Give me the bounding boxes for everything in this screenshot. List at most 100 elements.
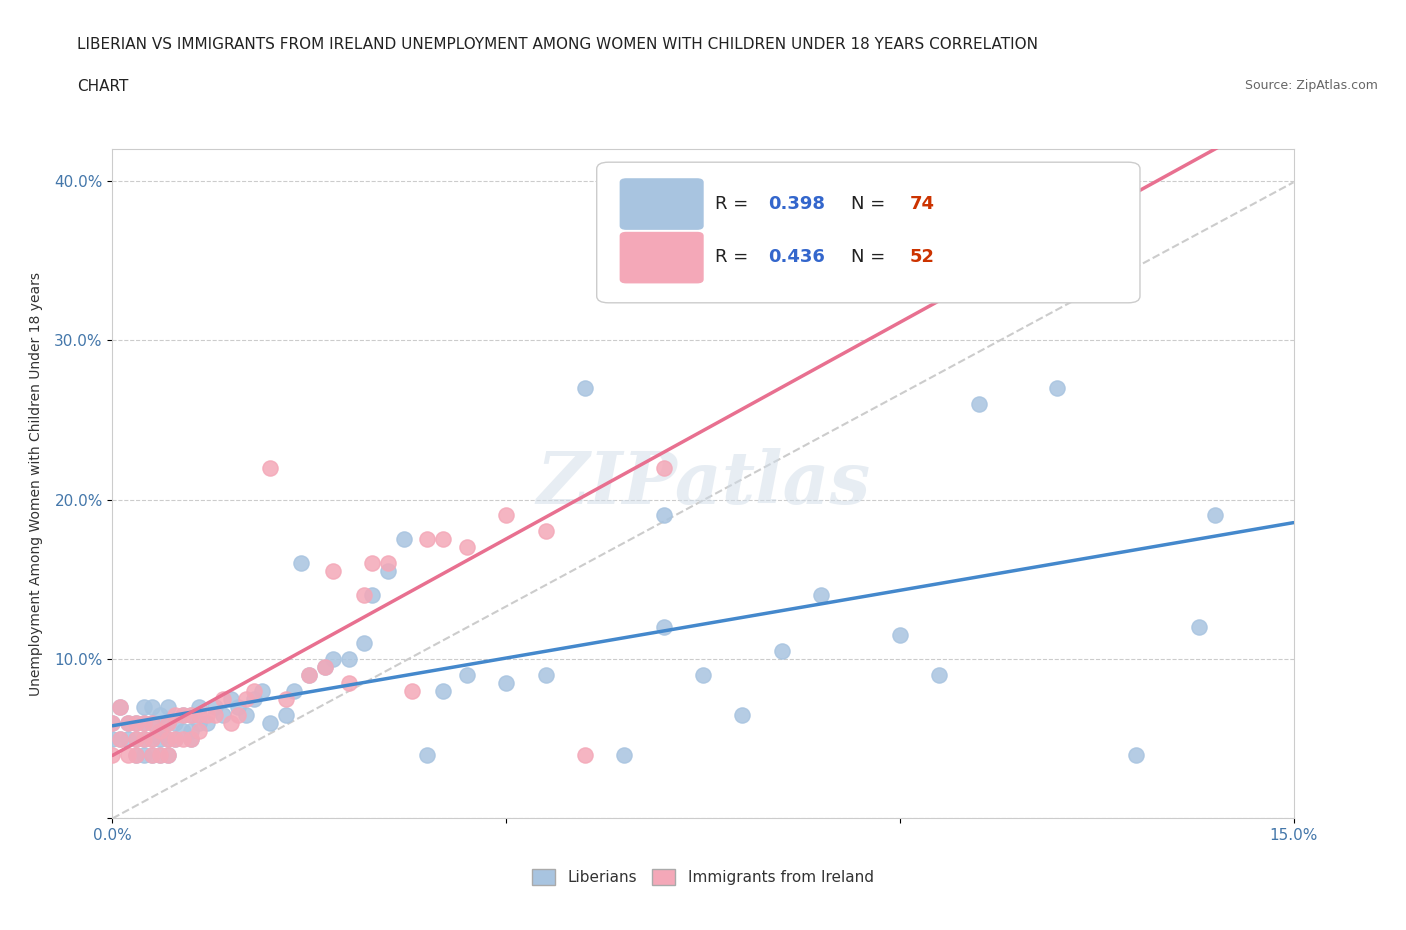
- Point: [692, 668, 714, 683]
- Point: [495, 675, 517, 690]
- Point: [141, 731, 163, 746]
- Text: 74: 74: [910, 194, 935, 213]
- Point: [243, 684, 266, 698]
- Text: 52: 52: [910, 248, 935, 266]
- Point: [172, 708, 194, 723]
- Point: [125, 731, 148, 746]
- Point: [125, 715, 148, 730]
- Point: [172, 731, 194, 746]
- Text: 0.436: 0.436: [768, 248, 825, 266]
- Point: [188, 708, 211, 723]
- Point: [534, 668, 557, 683]
- Point: [188, 724, 211, 738]
- Point: [149, 724, 172, 738]
- Text: N =: N =: [851, 248, 890, 266]
- Point: [180, 724, 202, 738]
- Point: [110, 699, 132, 714]
- Point: [195, 708, 218, 723]
- Text: CHART: CHART: [77, 79, 129, 94]
- Point: [337, 652, 360, 667]
- Point: [132, 731, 155, 746]
- Point: [228, 699, 250, 714]
- Point: [228, 708, 250, 723]
- Point: [188, 715, 211, 730]
- Point: [928, 668, 950, 683]
- Point: [132, 747, 155, 762]
- FancyBboxPatch shape: [620, 232, 703, 283]
- Point: [219, 715, 242, 730]
- Point: [132, 699, 155, 714]
- Legend: Liberians, Immigrants from Ireland: Liberians, Immigrants from Ireland: [526, 863, 880, 891]
- Point: [125, 731, 148, 746]
- Point: [401, 684, 423, 698]
- Point: [117, 715, 139, 730]
- Point: [141, 731, 163, 746]
- Point: [361, 588, 384, 603]
- Point: [652, 619, 675, 634]
- Point: [731, 708, 754, 723]
- Point: [149, 724, 172, 738]
- Point: [156, 699, 179, 714]
- Point: [770, 644, 793, 658]
- Point: [353, 588, 375, 603]
- Point: [204, 699, 226, 714]
- Point: [110, 731, 132, 746]
- Point: [274, 708, 297, 723]
- Point: [574, 747, 596, 762]
- Point: [274, 691, 297, 706]
- Point: [392, 532, 415, 547]
- Point: [188, 699, 211, 714]
- Point: [195, 715, 218, 730]
- Point: [156, 731, 179, 746]
- FancyBboxPatch shape: [596, 162, 1140, 303]
- Point: [165, 731, 187, 746]
- Point: [1188, 619, 1211, 634]
- Point: [259, 460, 281, 475]
- Point: [322, 652, 344, 667]
- Point: [337, 675, 360, 690]
- Point: [165, 731, 187, 746]
- Point: [432, 684, 454, 698]
- Point: [1204, 508, 1226, 523]
- Point: [361, 556, 384, 571]
- Point: [1125, 747, 1147, 762]
- Point: [235, 708, 257, 723]
- Point: [1046, 380, 1069, 395]
- Point: [149, 747, 172, 762]
- Y-axis label: Unemployment Among Women with Children Under 18 years: Unemployment Among Women with Children U…: [30, 272, 44, 696]
- Point: [416, 532, 439, 547]
- Point: [211, 691, 233, 706]
- Point: [810, 588, 832, 603]
- Point: [652, 460, 675, 475]
- Point: [101, 715, 124, 730]
- Point: [156, 731, 179, 746]
- Point: [322, 564, 344, 578]
- Point: [141, 715, 163, 730]
- Point: [298, 668, 321, 683]
- Point: [132, 715, 155, 730]
- Point: [117, 731, 139, 746]
- Point: [141, 699, 163, 714]
- Point: [574, 380, 596, 395]
- Text: R =: R =: [714, 194, 754, 213]
- Point: [613, 253, 636, 268]
- Point: [967, 396, 990, 411]
- Text: ZIPatlas: ZIPatlas: [536, 448, 870, 519]
- Text: 0.398: 0.398: [768, 194, 825, 213]
- Point: [141, 747, 163, 762]
- Point: [141, 715, 163, 730]
- Point: [156, 715, 179, 730]
- Point: [416, 747, 439, 762]
- Point: [165, 715, 187, 730]
- Point: [149, 708, 172, 723]
- Point: [353, 635, 375, 650]
- Point: [132, 715, 155, 730]
- Point: [101, 747, 124, 762]
- Point: [117, 715, 139, 730]
- Point: [432, 532, 454, 547]
- Point: [149, 731, 172, 746]
- Point: [314, 659, 336, 674]
- Point: [298, 668, 321, 683]
- Point: [259, 715, 281, 730]
- Point: [125, 747, 148, 762]
